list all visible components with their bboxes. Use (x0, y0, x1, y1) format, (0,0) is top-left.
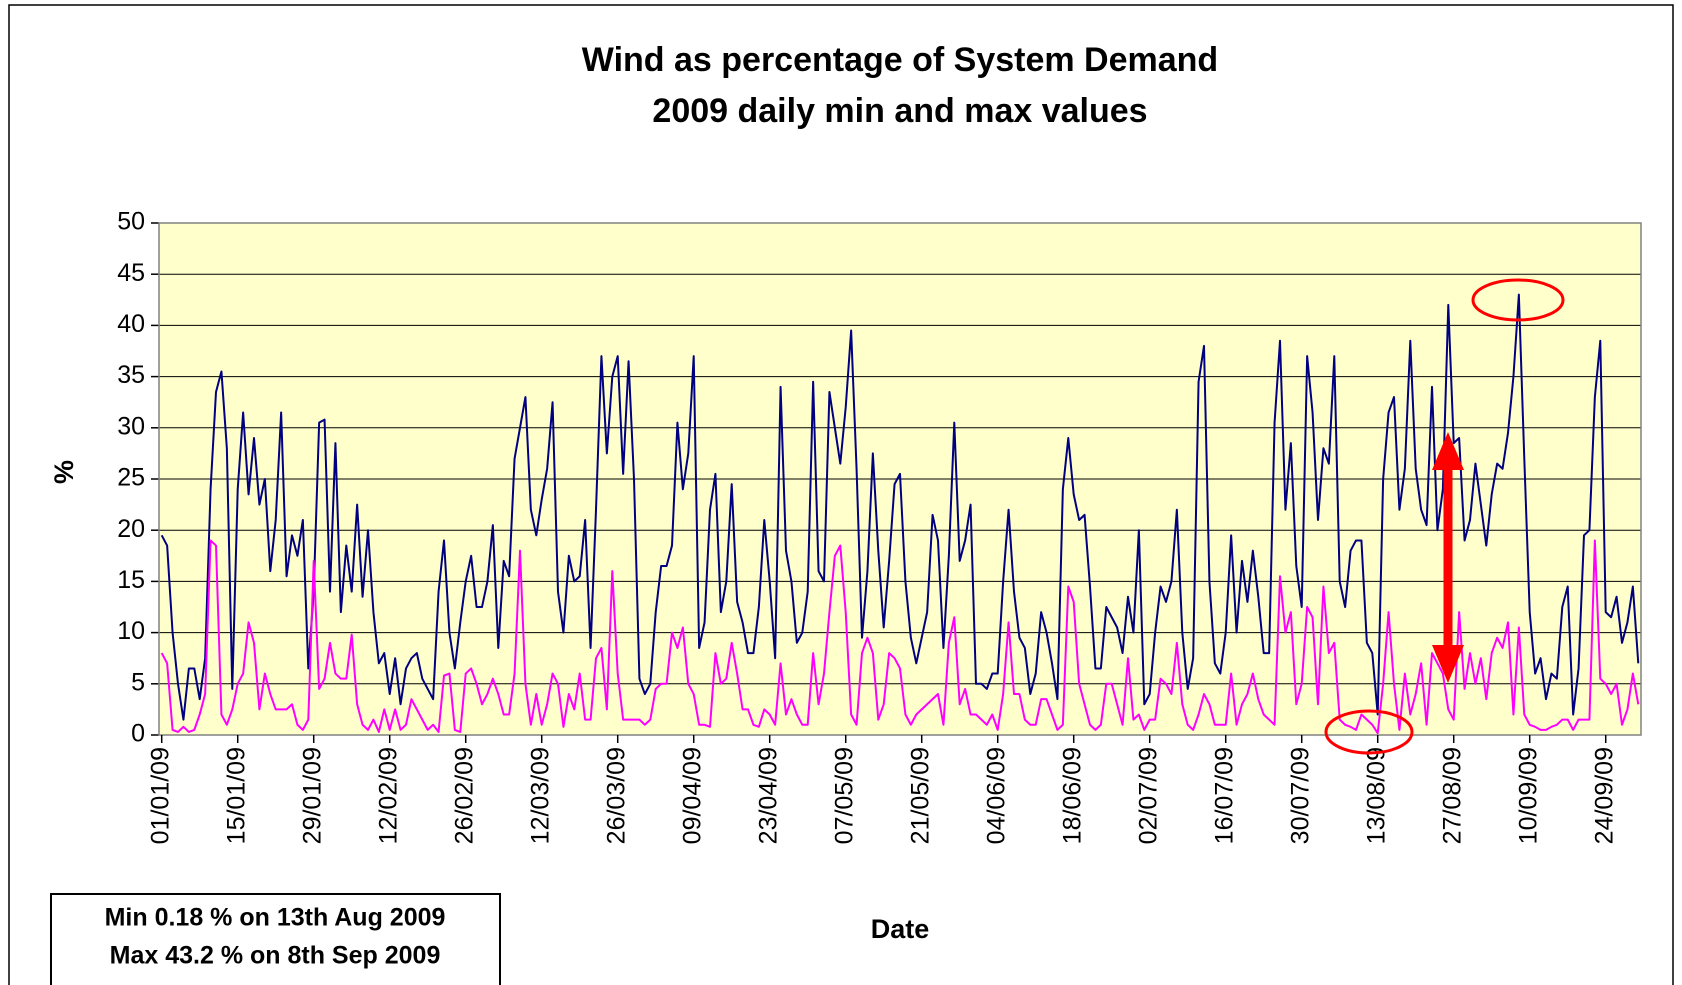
y-tick-label: 50 (117, 208, 145, 236)
x-tick-label: 10/09/09 (1514, 747, 1542, 844)
x-tick-label: 26/02/09 (450, 747, 478, 844)
x-tick-label: 18/06/09 (1058, 747, 1086, 844)
x-tick-label: 24/09/09 (1590, 747, 1618, 844)
chart-title: Wind as percentage of System Demand (582, 41, 1218, 79)
x-tick-label: 07/05/09 (830, 747, 858, 844)
x-tick-label: 02/07/09 (1134, 747, 1162, 844)
y-axis-label: % (49, 460, 79, 484)
x-tick-label: 04/06/09 (982, 747, 1010, 844)
x-tick-label: 21/05/09 (906, 747, 934, 844)
annotation-min: Min 0.18 % on 13th Aug 2009 (105, 904, 446, 932)
y-tick-label: 45 (117, 259, 145, 287)
y-tick-label: 35 (117, 361, 145, 389)
x-tick-label: 23/04/09 (754, 747, 782, 844)
plot-border (158, 222, 1642, 736)
series-line (160, 539, 1640, 735)
min-highlight (1324, 709, 1414, 755)
plot-area: 0 5 10 15 20 25 30 35 40 45 50 01/01/09 15/01/09 29/0… (117, 208, 1642, 844)
x-tick-label: 30/07/09 (1286, 747, 1314, 844)
x-tick-label: 29/01/09 (298, 747, 326, 844)
x-tick-label: 16/07/09 (1210, 747, 1238, 844)
y-tick-label: 30 (117, 412, 145, 440)
x-tick-label: 12/02/09 (374, 747, 402, 844)
x-axis-label: Date (871, 914, 930, 944)
x-tick-label: 12/03/09 (526, 747, 554, 844)
x-tick-label: 26/03/09 (602, 747, 630, 844)
y-tick-label: 25 (117, 464, 145, 492)
x-tick-label: 09/04/09 (678, 747, 706, 844)
annotation-frame (50, 893, 501, 985)
max-highlight (1471, 278, 1565, 322)
annotation-box: Min 0.18 % on 13th Aug 2009 Max 43.2 % o… (50, 893, 501, 985)
series-line (160, 293, 1640, 721)
y-tick-label: 15 (117, 566, 145, 594)
chart-subtitle: 2009 daily min and max values (652, 92, 1147, 130)
y-tick-label: 10 (117, 617, 145, 645)
x-tick-label: 01/01/09 (146, 747, 174, 844)
highlights (1324, 278, 1565, 755)
arrow-head (1432, 432, 1464, 470)
arrow-head (1432, 645, 1464, 683)
y-tick-label: 20 (117, 515, 145, 543)
y-tick-label: 40 (117, 310, 145, 338)
y-tick-label: 0 (131, 720, 145, 748)
y-tick-label: 5 (131, 668, 145, 696)
x-tick-label: 13/08/09 (1362, 747, 1390, 844)
x-tick-label: 15/01/09 (222, 747, 250, 844)
x-tick-label: 27/08/09 (1438, 747, 1466, 844)
annotation-max: Max 43.2 % on 8th Sep 2009 (110, 942, 441, 970)
